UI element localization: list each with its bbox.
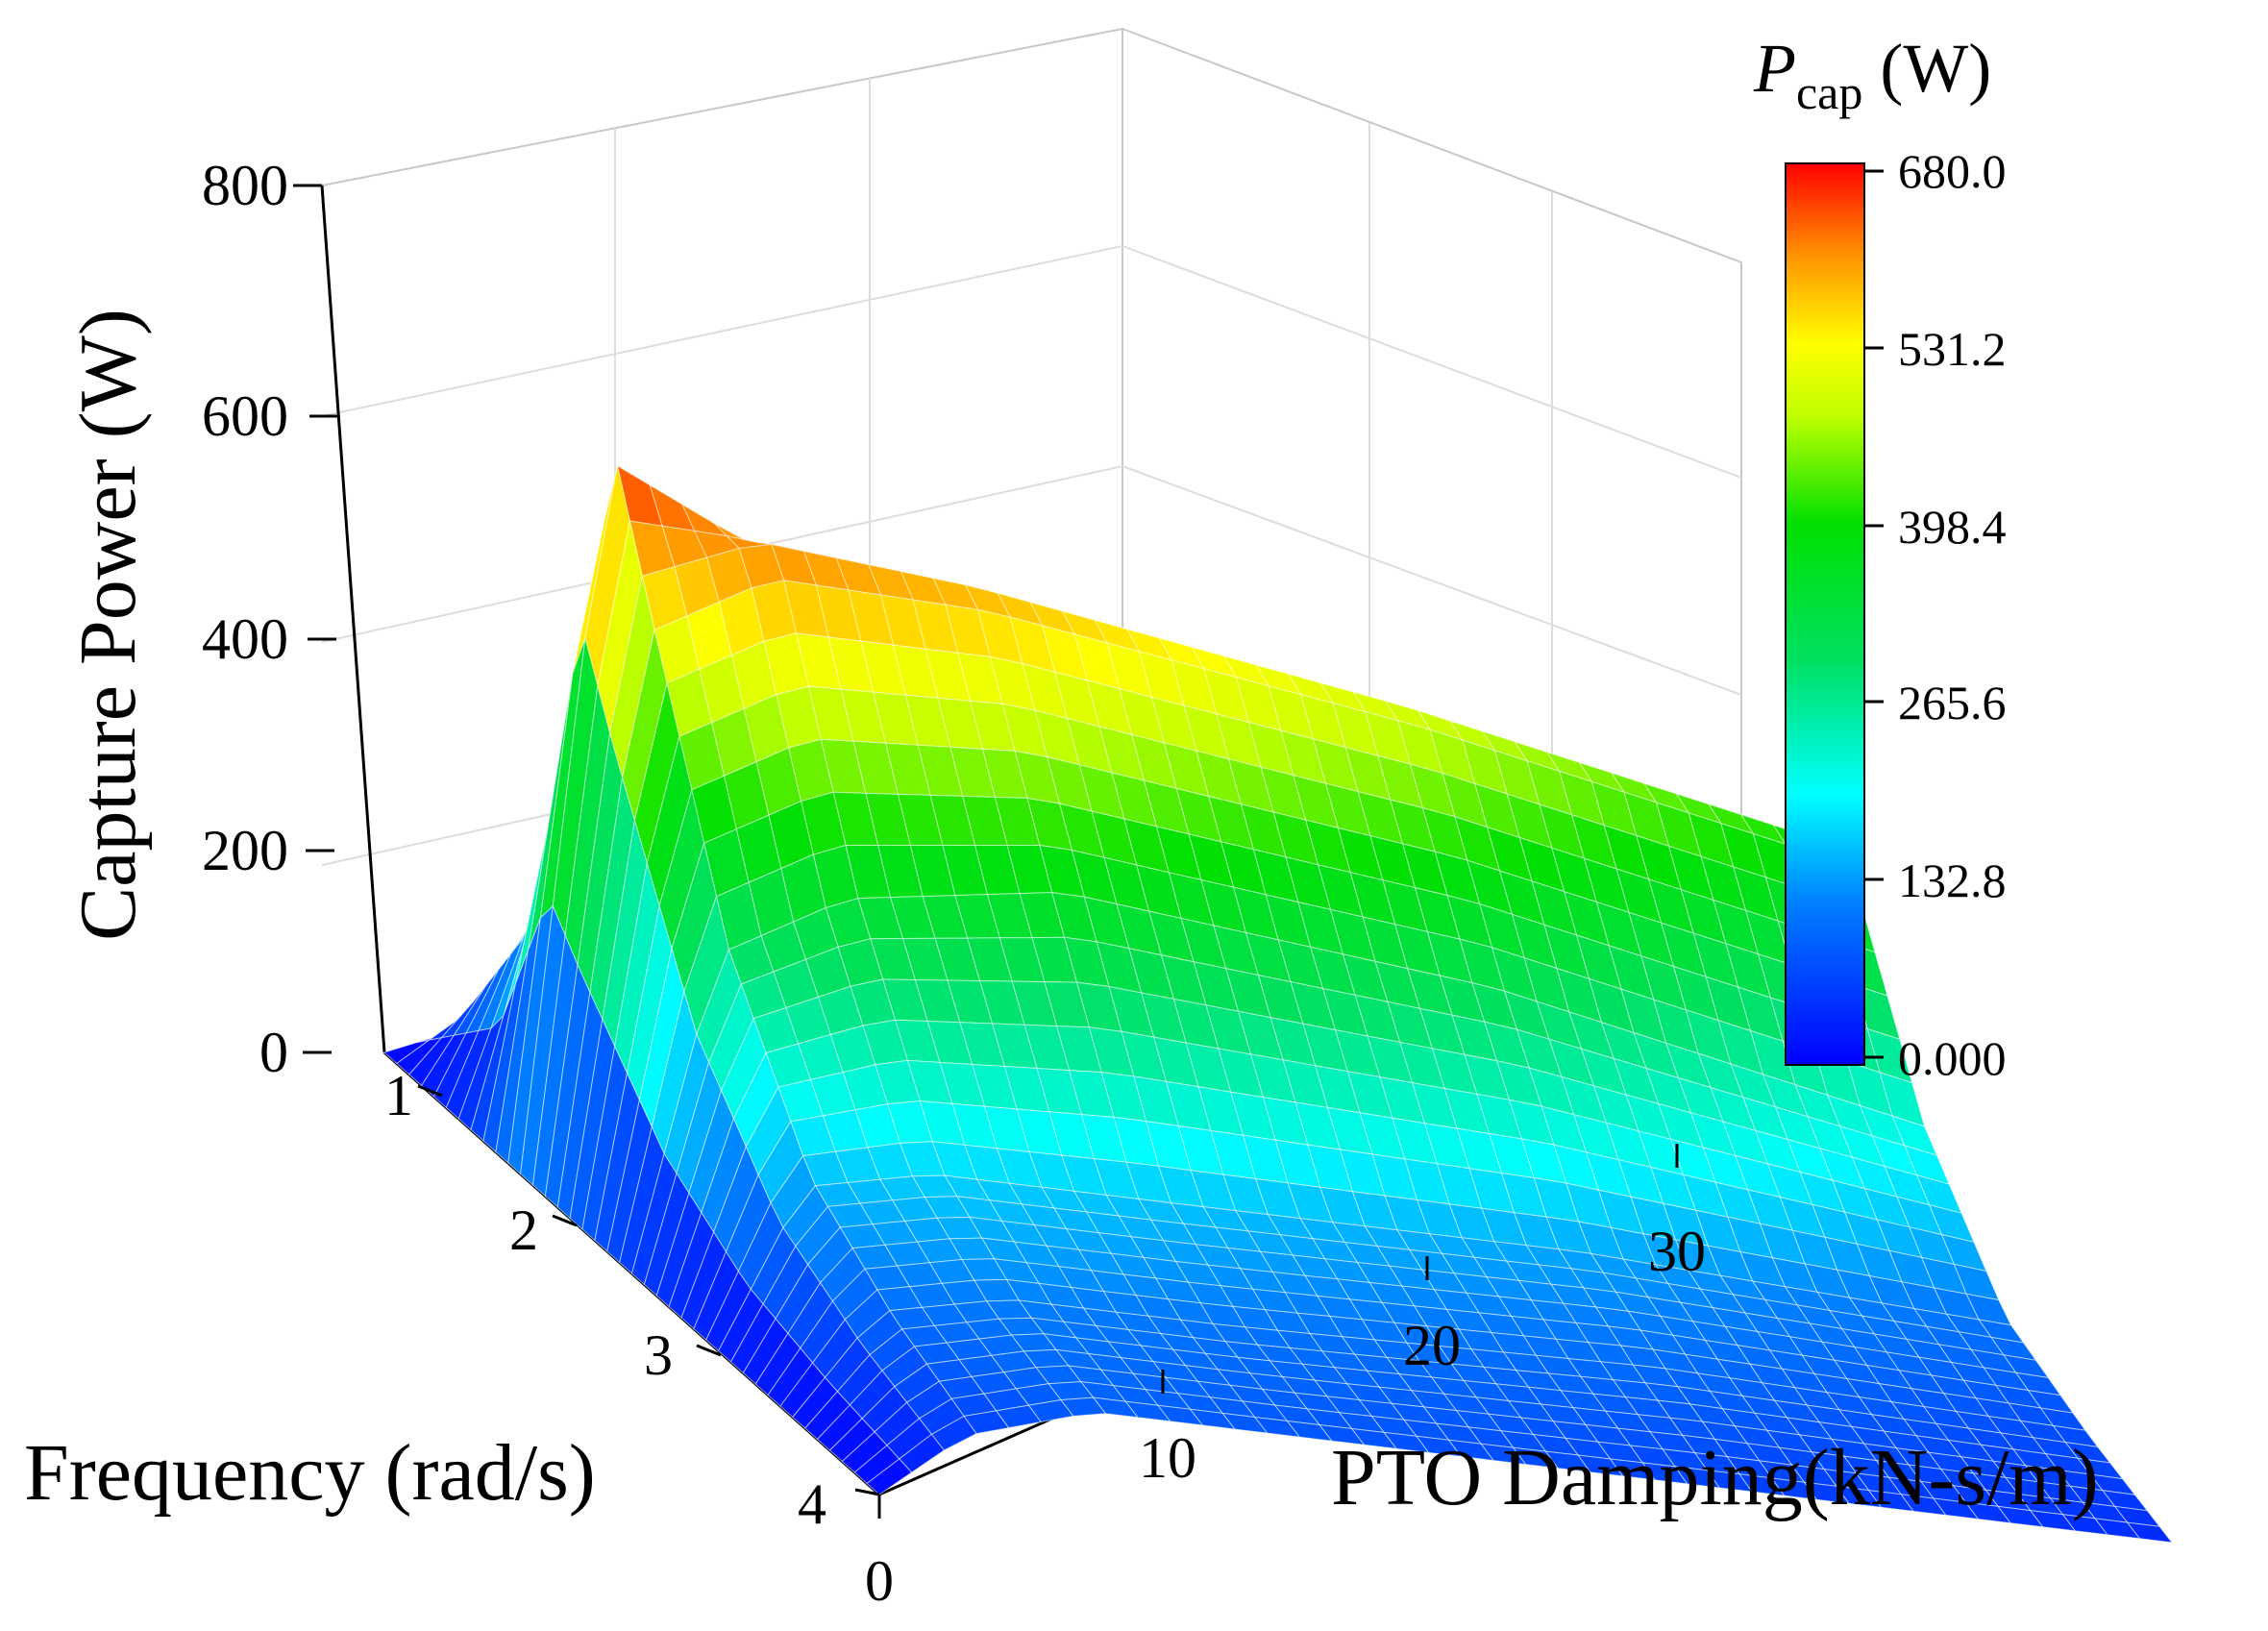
damping-tick-label: 30 (1648, 1220, 1706, 1283)
frequency-tick-label: 3 (644, 1323, 673, 1387)
z-tick-label: 200 (202, 819, 288, 882)
tick-labels: 0 200 400 600 800 1 2 3 4 0 10 20 30 (202, 154, 1706, 1613)
z-tick-label: 0 (259, 1021, 288, 1084)
frequency-axis-title: Frequency (rad/s) (24, 1428, 596, 1518)
colorbar-tick-label: 0.000 (1898, 1031, 2007, 1085)
colorbar-title-symbol: P (1753, 30, 1796, 107)
z-tick-label: 600 (202, 384, 288, 448)
colorbar-tick-label: 132.8 (1898, 853, 2007, 907)
colorbar-tick-label: 531.2 (1898, 322, 2007, 376)
grid-line (1122, 465, 1742, 696)
colorbar-tick-label: 265.6 (1898, 676, 2007, 729)
damping-tick-label: 10 (1139, 1426, 1196, 1490)
surface-cell (866, 1458, 913, 1495)
colorbar-gradient (1785, 162, 1865, 1066)
freq-tick-2 (552, 1214, 578, 1227)
colorbar-title-subscript: cap (1796, 65, 1862, 119)
damping-axis-title: PTO Damping(kN-s/m) (1331, 1433, 2099, 1522)
freq-tick-3 (696, 1344, 722, 1357)
damping-tick-label: 20 (1403, 1314, 1461, 1377)
colorbar-title: Pcap (W) (1753, 30, 1991, 119)
freq-tick-4 (854, 1488, 880, 1496)
grid-line (1122, 245, 1742, 479)
z-axis (320, 185, 386, 1053)
colorbar-tick-label: 398.4 (1898, 500, 2007, 554)
z-tick-label: 400 (202, 607, 288, 671)
frequency-tick-label: 4 (798, 1472, 826, 1536)
tick-marks (293, 184, 1679, 1519)
grid-line (321, 245, 1123, 417)
frequency-tick-label: 2 (509, 1199, 538, 1262)
colorbar-tick-label: 680.0 (1898, 144, 2007, 198)
surface-mesh (383, 464, 2174, 1544)
freq-tick-1 (417, 1084, 443, 1098)
z-tick-label: 800 (202, 154, 288, 217)
colorbar: Pcap (W) 680.0 531.2 398.4 265.6 132.8 0… (1753, 30, 2007, 1085)
damping-tick-label: 0 (865, 1549, 894, 1613)
frequency-tick-label: 1 (384, 1064, 413, 1127)
colorbar-title-unit: (W) (1862, 30, 1991, 107)
z-axis-title: Capture Power (W) (63, 309, 153, 941)
